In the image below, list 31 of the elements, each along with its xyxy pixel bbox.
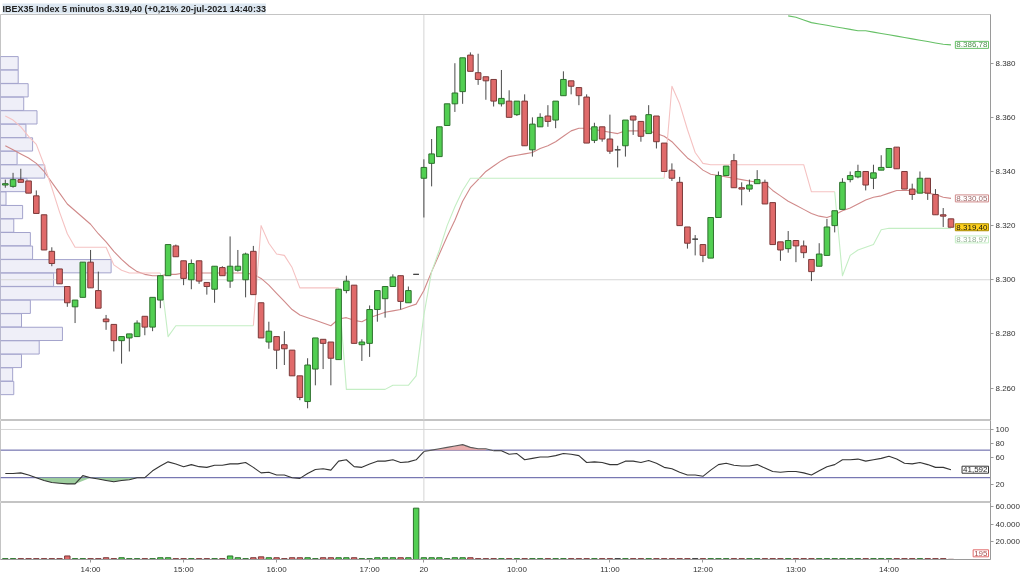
- chart-title: IBEX35 Index 5 minutos 8.319,40 (+0,21% 20-jul-2021 14:40:33: [2, 3, 266, 14]
- x-tick-label: 17:00: [359, 564, 381, 574]
- x-tick-label: 12:00: [692, 564, 714, 574]
- x-tick-label: 20: [419, 564, 429, 574]
- x-tick-label: 13:00: [785, 564, 807, 574]
- y-tick-label: 8.260: [995, 383, 1017, 393]
- y-tick-label: 20: [995, 480, 1005, 490]
- y-tick-label: 8.380: [995, 58, 1017, 68]
- x-tick-label: 16:00: [266, 564, 288, 574]
- y-tick-label: 100: [995, 424, 1010, 434]
- text: 8.330,05: [956, 193, 989, 203]
- y-tick-label: 8.340: [995, 166, 1017, 176]
- x-tick-label: 14:00: [80, 564, 102, 574]
- text: 41,592: [963, 465, 989, 475]
- x-tick-label: 14:00: [878, 564, 900, 574]
- y-tick-label: 80: [995, 438, 1005, 448]
- text: 8.319,40: [956, 222, 989, 232]
- y-tick-label: 8.360: [995, 112, 1017, 122]
- y-tick-label: 60.000: [995, 501, 1021, 511]
- y-tick-label: 8.300: [995, 275, 1017, 285]
- y-tick-label: 8.280: [995, 329, 1017, 339]
- y-tick-label: 60: [995, 452, 1005, 462]
- text: 195: [974, 548, 989, 558]
- y-tick-label: 20.000: [995, 537, 1021, 547]
- y-tick-label: 8.320: [995, 221, 1017, 231]
- y-tick-label: 40.000: [995, 519, 1021, 529]
- text: 8.318,97: [956, 234, 989, 244]
- x-tick-label: 15:00: [173, 564, 195, 574]
- text: 8.386,78: [956, 40, 989, 50]
- x-tick-label: 11:00: [600, 564, 621, 574]
- x-tick-label: 10:00: [506, 564, 528, 574]
